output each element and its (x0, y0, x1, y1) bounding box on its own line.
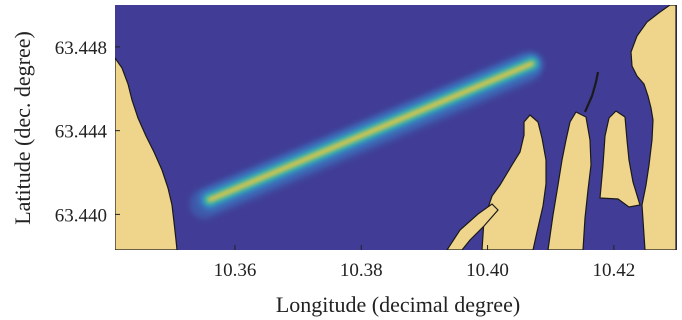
land-west-shore (115, 56, 178, 250)
vessel-density-track (189, 52, 543, 219)
y-axis-label: Latitude (dec. degree) (10, 31, 35, 225)
y-tick-label: 63.440 (55, 205, 107, 226)
land-harbour-block (547, 111, 592, 250)
land-breakwater (446, 203, 499, 250)
y-tick-label: 63.444 (55, 122, 108, 143)
x-tick-label: 10.42 (592, 260, 635, 281)
land-harbour-block-east (599, 110, 641, 208)
land-east-shore (630, 5, 677, 250)
density-core (207, 61, 535, 203)
x-tick-label: 10.38 (340, 260, 383, 281)
x-axis-ticks: 10.36 10.38 10.40 10.42 (214, 245, 635, 281)
x-tick-label: 10.40 (466, 260, 509, 281)
y-axis-ticks: 63.440 63.444 63.448 (55, 38, 120, 226)
land-pier (481, 114, 547, 250)
y-tick-label: 63.448 (55, 38, 107, 59)
map-plot-area (115, 5, 677, 250)
x-axis-label: Longitude (decimal degree) (276, 292, 520, 317)
x-tick-label: 10.36 (214, 260, 257, 281)
pier-line (583, 71, 600, 113)
